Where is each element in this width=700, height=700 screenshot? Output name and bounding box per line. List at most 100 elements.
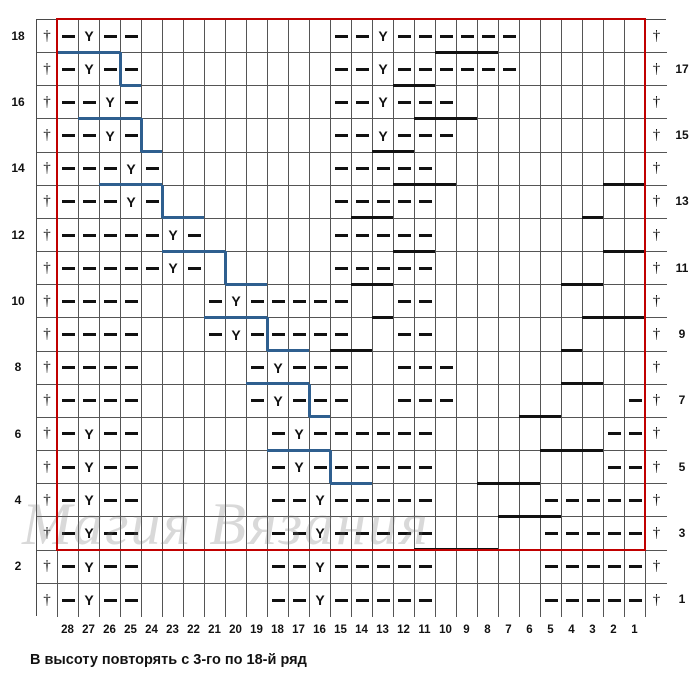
dash-icon [565, 598, 579, 602]
cell-yarn-over: Y [79, 20, 100, 54]
cell-purl-dash [100, 451, 121, 485]
cell-empty [373, 351, 394, 385]
cell-empty [625, 185, 646, 219]
cell-empty [268, 252, 289, 286]
dash-icon [82, 233, 96, 237]
cell-edge-stitch: † [37, 484, 58, 518]
cell-purl-dash [58, 417, 79, 452]
cell-purl-dash [121, 517, 142, 551]
yarn-over-icon: Y [315, 525, 325, 542]
column-number: 4 [568, 624, 575, 636]
dash-icon [418, 598, 432, 602]
dash-icon [439, 399, 453, 403]
cell-empty [541, 53, 562, 87]
cell-purl-dash [79, 318, 100, 352]
cell-empty [499, 218, 520, 253]
cell-purl-dash [331, 285, 352, 319]
cell-purl-dash [331, 185, 352, 219]
column-number: 28 [61, 624, 74, 636]
cell-empty [457, 185, 478, 219]
dash-icon [418, 565, 432, 569]
cell-purl-dash [415, 53, 436, 87]
cell-empty [562, 451, 583, 485]
dash-icon [607, 598, 621, 602]
cell-empty [604, 152, 625, 186]
column-number: 1 [631, 624, 638, 636]
cell-purl-dash [100, 53, 121, 87]
cell-purl-dash [79, 86, 100, 120]
cell-purl-dash [373, 218, 394, 253]
cross-icon: † [652, 292, 661, 309]
dash-icon [439, 67, 453, 71]
dash-icon [376, 266, 390, 270]
cell-empty [562, 252, 583, 286]
cell-purl-dash [268, 417, 289, 452]
cross-icon: † [43, 359, 51, 376]
cell-empty [247, 185, 268, 219]
cell-empty [457, 517, 478, 551]
dash-icon [334, 465, 348, 469]
cross-icon: † [43, 425, 51, 442]
cell-purl-dash [331, 484, 352, 518]
cell-purl-dash [604, 484, 625, 518]
cell-purl-dash [268, 484, 289, 518]
cell-empty [478, 86, 499, 120]
cell-purl-dash [310, 451, 331, 485]
cell-empty [562, 384, 583, 418]
cell-empty [583, 218, 604, 253]
cross-icon: † [652, 458, 661, 475]
cell-purl-dash [289, 583, 310, 617]
cell-empty [268, 119, 289, 153]
cell-empty [163, 583, 184, 617]
cell-empty [583, 351, 604, 385]
dash-icon [124, 299, 138, 303]
cell-empty [163, 384, 184, 418]
row-number-left: 18 [11, 28, 25, 43]
cell-purl-dash [331, 318, 352, 352]
cell-empty [184, 550, 205, 584]
dash-icon [628, 498, 642, 502]
cross-icon: † [43, 292, 51, 309]
cell-purl-dash [121, 285, 142, 319]
cell-empty [163, 550, 184, 584]
cell-empty [436, 417, 457, 452]
dash-icon [61, 100, 75, 104]
cell-empty [478, 252, 499, 286]
yarn-over-icon: Y [126, 160, 136, 177]
cell-empty [583, 285, 604, 319]
dash-icon [271, 465, 285, 469]
cell-empty [499, 318, 520, 352]
cell-empty [352, 384, 373, 418]
cell-yarn-over: Y [310, 484, 331, 518]
cell-empty [562, 53, 583, 87]
dash-icon [418, 233, 432, 237]
cell-empty [499, 451, 520, 485]
cell-empty [583, 451, 604, 485]
cell-purl-dash [625, 583, 646, 617]
cell-purl-dash [394, 53, 415, 87]
dash-icon [460, 67, 474, 71]
cell-empty [268, 20, 289, 54]
dash-icon [439, 134, 453, 138]
cell-purl-dash [394, 218, 415, 253]
dash-icon [334, 34, 348, 38]
cross-icon: † [652, 60, 661, 77]
dash-icon [397, 134, 411, 138]
dash-icon [313, 465, 327, 469]
yarn-over-icon: Y [273, 392, 283, 409]
cell-purl-dash [373, 451, 394, 485]
dash-icon [124, 531, 138, 535]
dash-icon [145, 167, 159, 171]
cell-empty [478, 218, 499, 253]
cell-purl-dash [331, 20, 352, 54]
dash-icon [292, 565, 306, 569]
cell-empty [247, 119, 268, 153]
cell-empty [289, 53, 310, 87]
cell-edge-stitch: † [37, 20, 58, 54]
cell-edge-stitch: † [37, 351, 58, 385]
cell-empty [247, 218, 268, 253]
cell-empty [520, 550, 541, 584]
cell-yarn-over: Y [100, 86, 121, 120]
cell-purl-dash [58, 484, 79, 518]
cell-purl-dash [268, 451, 289, 485]
